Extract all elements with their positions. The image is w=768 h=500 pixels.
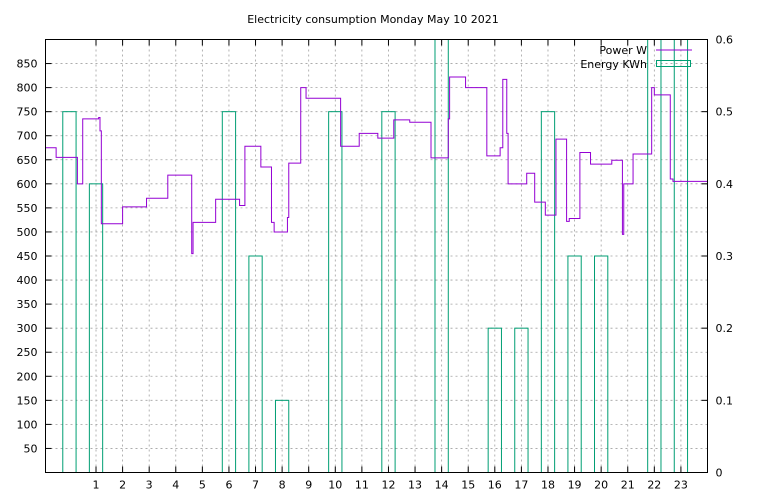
x-tick-label: 4 (172, 479, 179, 492)
x-tick-label: 17 (514, 479, 528, 492)
x-tick-label: 23 (674, 479, 688, 492)
x-tick-label: 2 (119, 479, 126, 492)
y2-tick-label: 0.5 (716, 106, 734, 119)
x-tick-label: 8 (279, 479, 286, 492)
legend-item-power: Power W (599, 44, 692, 57)
y-tick-label: 700 (17, 130, 38, 143)
y-tick-label: 50 (24, 442, 38, 455)
legend-item-energy: Energy KWh (580, 58, 691, 71)
x-tick-label: 6 (225, 479, 232, 492)
y-tick-label: 850 (17, 58, 38, 71)
x-tick-label: 1 (93, 479, 100, 492)
y-tick-label: 550 (17, 202, 38, 215)
y-tick-label: 450 (17, 250, 38, 263)
y2-tick-label: 0.6 (716, 34, 734, 47)
legend-label-power: Power W (599, 44, 647, 57)
y-tick-label: 750 (17, 106, 38, 119)
power-series (45, 76, 708, 255)
y-tick-label: 800 (17, 82, 38, 95)
ticks: 1 2 3 4 5 6 7 8 9 10 11 12 13 14 15 16 17 18 19 20 21 22 23501… (17, 34, 734, 492)
y2-tick-label: 0.4 (716, 178, 734, 191)
y-tick-label: 350 (17, 298, 38, 311)
x-tick-label: 5 (199, 479, 206, 492)
y-tick-label: 650 (17, 154, 38, 167)
x-tick-label: 12 (381, 479, 395, 492)
x-tick-label: 18 (541, 479, 555, 492)
y-tick-label: 400 (17, 274, 38, 287)
y-tick-label: 200 (17, 370, 38, 383)
x-tick-label: 20 (594, 479, 608, 492)
y2-tick-label: 0.3 (716, 250, 734, 263)
power-line (45, 76, 708, 255)
x-tick-label: 21 (621, 479, 635, 492)
x-tick-label: 19 (568, 479, 582, 492)
y2-tick-label: 0.1 (716, 394, 734, 407)
energy-bar (62, 111, 77, 474)
y-tick-label: 250 (17, 346, 38, 359)
legend: Power W Energy KWh (580, 44, 692, 71)
x-tick-label: 11 (355, 479, 369, 492)
y-tick-label: 500 (17, 226, 38, 239)
y-tick-label: 600 (17, 178, 38, 191)
y-tick-label: 150 (17, 394, 38, 407)
x-tick-label: 14 (435, 479, 449, 492)
x-tick-label: 16 (488, 479, 502, 492)
legend-swatch-energy (656, 60, 691, 67)
x-tick-label: 3 (146, 479, 153, 492)
y2-tick-label: 0.2 (716, 322, 734, 335)
y-tick-label: 100 (17, 418, 38, 431)
plot-frame (45, 39, 708, 473)
x-tick-label: 22 (647, 479, 661, 492)
y-tick-label: 300 (17, 322, 38, 335)
x-tick-label: 7 (252, 479, 259, 492)
legend-label-energy: Energy KWh (580, 58, 647, 71)
x-tick-label: 15 (461, 479, 475, 492)
x-tick-label: 9 (305, 479, 312, 492)
y2-tick-label: 0 (716, 467, 723, 480)
x-tick-label: 10 (328, 479, 342, 492)
chart-title: Electricity consumption Monday May 10 20… (247, 13, 499, 26)
x-tick-label: 13 (408, 479, 422, 492)
